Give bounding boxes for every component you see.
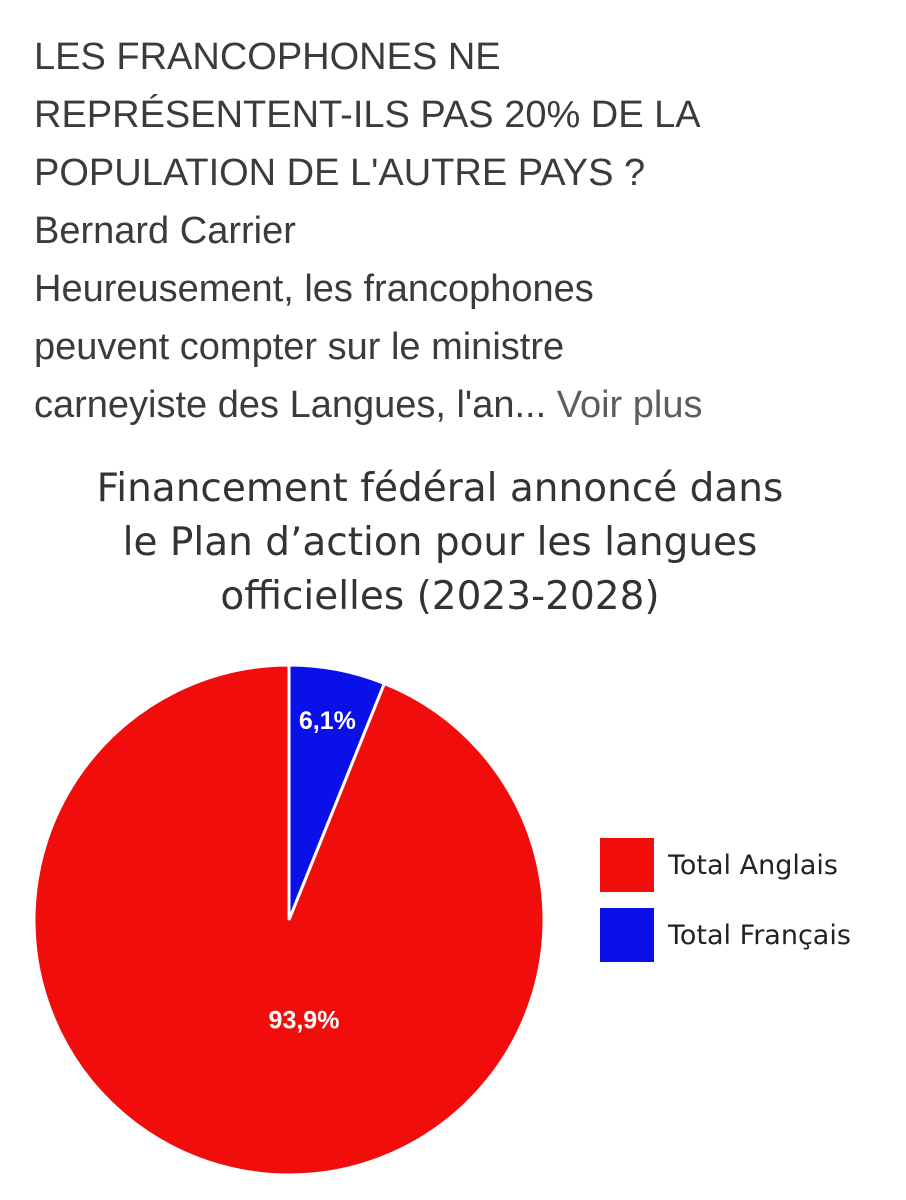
headline-line: REPRÉSENTENT-ILS PAS 20% DE LA (34, 94, 701, 136)
legend-item-francais: Total Français (600, 908, 851, 962)
legend-item-anglais: Total Anglais (600, 838, 851, 892)
body-line-text: carneyiste des Langues, l'an... (34, 384, 547, 426)
author-name[interactable]: Bernard Carrier (34, 210, 296, 252)
body-line-last: carneyiste des Langues, l'an... Voir plu… (34, 376, 894, 434)
chart-title-line: officielles (2023-2028) (220, 574, 660, 619)
pie-data-label-francais: 6,1% (299, 707, 356, 735)
legend-swatch-francais (600, 908, 654, 962)
legend-swatch-anglais (600, 838, 654, 892)
legend-label-francais: Total Français (668, 919, 851, 951)
legend-label-anglais: Total Anglais (668, 849, 838, 881)
body-line: peuvent compter sur le ministre (34, 326, 565, 368)
chart-title-line: Financement fédéral annoncé dans (96, 466, 784, 511)
pie-slice-anglais (32, 663, 546, 1177)
pie-chart: 6,1% 93,9% (32, 663, 546, 1177)
chart-title: Financement fédéral annoncé dans le Plan… (0, 462, 880, 624)
chart-title-line: le Plan d’action pour les langues (122, 520, 758, 565)
headline-line: POPULATION DE L'AUTRE PAYS ? (34, 152, 646, 194)
post-text: LES FRANCOPHONES NE REPRÉSENTENT-ILS PAS… (34, 28, 894, 434)
body-line: Heureusement, les francophones (34, 268, 594, 310)
headline-line: LES FRANCOPHONES NE (34, 36, 501, 78)
see-more-link[interactable]: Voir plus (556, 384, 703, 426)
chart-legend: Total Anglais Total Français (600, 838, 851, 978)
pie-data-label-anglais: 93,9% (269, 1007, 340, 1035)
